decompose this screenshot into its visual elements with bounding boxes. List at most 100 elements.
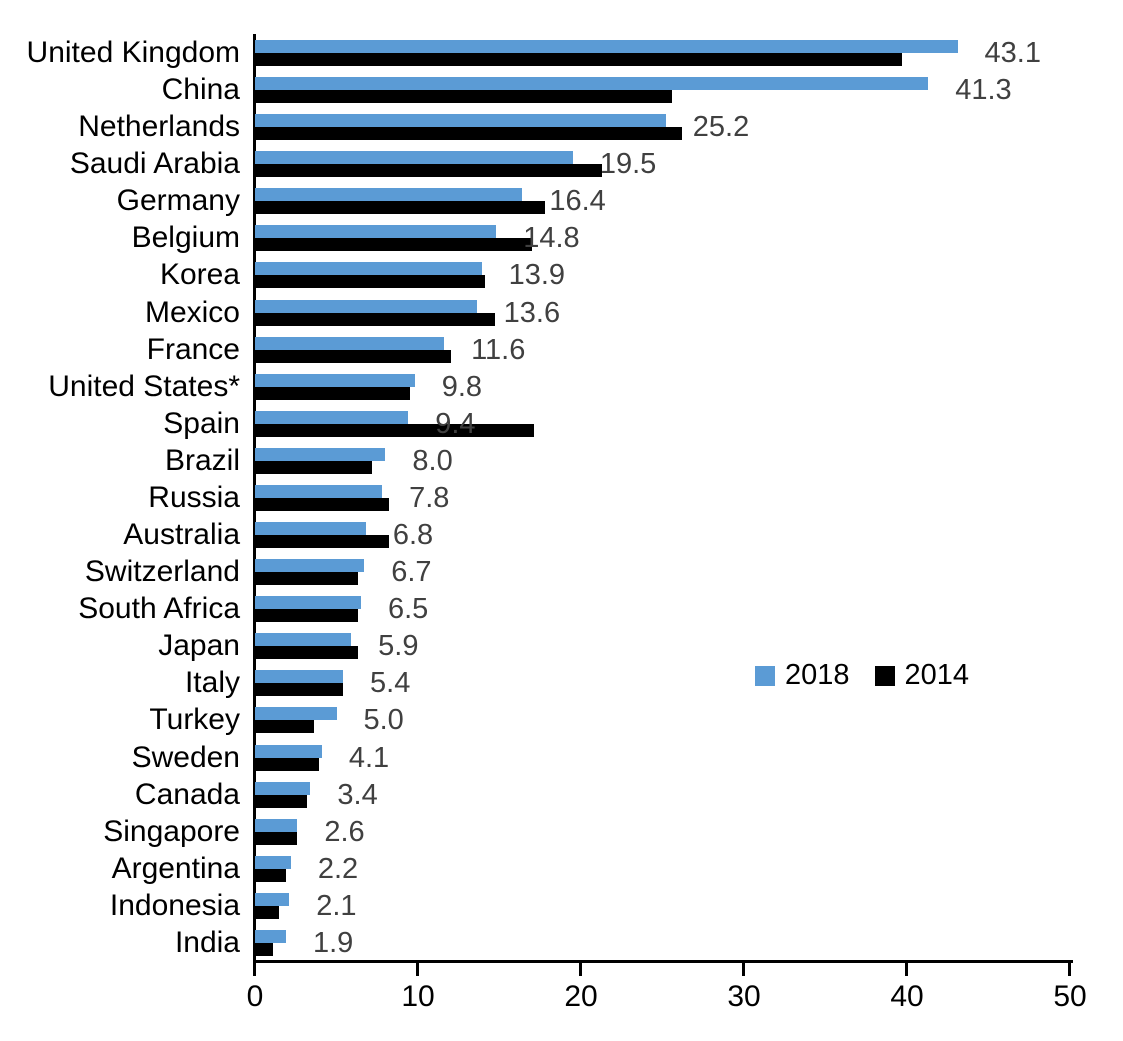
bar-2018 [255, 262, 482, 276]
x-tick-label: 10 [401, 980, 435, 1013]
bar-row: 5.0 [255, 702, 1070, 739]
x-tick [742, 963, 745, 976]
category-label: Sweden [131, 740, 240, 774]
bar-row: 13.9 [255, 257, 1070, 294]
category-label: Switzerland [84, 555, 240, 589]
category-label: Belgium [131, 221, 240, 255]
bar-row: 8.0 [255, 443, 1070, 480]
bar-2014 [255, 831, 298, 845]
bar-2014 [255, 386, 410, 400]
bar-2014 [255, 905, 280, 919]
bar-row: 2.1 [255, 888, 1070, 925]
bar-2018 [255, 225, 497, 239]
value-label: 2.1 [316, 889, 357, 922]
value-label: 5.9 [378, 630, 419, 663]
x-tick [1068, 963, 1071, 976]
category-label: France [146, 332, 240, 366]
value-label: 11.6 [471, 333, 526, 366]
bar-2014 [255, 238, 533, 252]
value-label: 6.5 [387, 593, 429, 626]
category-label: Saudi Arabia [69, 147, 240, 181]
value-label: 16.4 [549, 185, 606, 218]
category-label: South Africa [78, 592, 240, 626]
bar-2018 [255, 447, 386, 461]
bar-2018 [255, 892, 290, 906]
value-label: 2.6 [324, 815, 365, 848]
bar-2014 [255, 460, 373, 474]
bar-row: 43.1 [255, 35, 1070, 72]
value-label: 5.0 [363, 704, 404, 737]
bar-row: 9.4 [255, 406, 1070, 443]
plot-area: 43.1 41.3 25.2 19.5 16.4 14.8 13.9 13.6 11.6 9.8 9… [255, 35, 1070, 962]
bar-2018 [255, 373, 415, 387]
bar-2014 [255, 275, 485, 289]
bar-2014 [255, 646, 358, 660]
bar-2014 [255, 942, 273, 956]
legend: 2018 2014 [755, 659, 969, 692]
x-tick [905, 963, 908, 976]
bar-row: 6.8 [255, 517, 1070, 554]
value-label: 1.9 [312, 926, 354, 959]
bar-2018 [255, 40, 958, 53]
bar-row: 25.2 [255, 109, 1070, 146]
bar-2018 [255, 151, 573, 165]
legend-swatch-2018 [755, 665, 775, 686]
x-tick [416, 963, 419, 976]
bar-2014 [255, 868, 286, 882]
bar-row: 19.5 [255, 146, 1070, 183]
value-label: 43.1 [984, 37, 1041, 69]
bar-2018 [255, 410, 409, 424]
value-label: 13.6 [503, 296, 561, 329]
category-label: Mexico [144, 295, 240, 329]
category-label: Italy [184, 666, 240, 700]
bar-row: 14.8 [255, 220, 1070, 257]
bar-2018 [255, 670, 344, 684]
category-label: Brazil [164, 443, 240, 477]
bar-row: 9.8 [255, 369, 1070, 406]
category-label: Turkey [149, 703, 240, 737]
bar-2014 [255, 349, 451, 363]
category-label: Argentina [111, 851, 240, 885]
legend-swatch-2014 [874, 665, 895, 686]
bar-row: 7.8 [255, 480, 1070, 517]
x-tick-label: 40 [890, 980, 924, 1013]
bar-2014 [255, 90, 673, 104]
bar-2018 [255, 818, 298, 832]
value-label: 8.0 [412, 444, 453, 477]
bar-2014 [255, 127, 683, 141]
value-label: 3.4 [337, 778, 378, 811]
value-label: 4.1 [348, 741, 390, 774]
category-label: United Kingdom [26, 36, 240, 69]
bar-2014 [255, 201, 546, 215]
bar-row: 2.6 [255, 814, 1070, 851]
bar-2014 [255, 423, 534, 437]
category-label: Australia [123, 518, 240, 552]
value-label: 7.8 [409, 481, 450, 514]
bar-row: 1.9 [255, 925, 1070, 962]
bar-2018 [255, 781, 311, 795]
x-tick-label: 0 [246, 980, 264, 1013]
x-tick [579, 963, 582, 976]
bar-2014 [255, 757, 319, 771]
bar-row: 3.4 [255, 777, 1070, 814]
value-label: 6.7 [391, 556, 432, 589]
bar-row: 4.1 [255, 740, 1070, 777]
x-tick-label: 30 [727, 980, 761, 1013]
x-tick-label: 50 [1053, 980, 1087, 1013]
category-label: Russia [148, 480, 240, 514]
bar-2018 [255, 522, 366, 536]
value-label: 25.2 [692, 111, 750, 144]
bar-2018 [255, 336, 445, 350]
bar-2018 [255, 633, 352, 647]
legend-label-2018: 2018 [785, 659, 850, 691]
bar-row: 13.6 [255, 295, 1070, 332]
category-label: Korea [159, 258, 240, 292]
bar-row: 16.4 [255, 183, 1070, 220]
y-axis-line [253, 34, 256, 963]
bar-2018 [255, 188, 523, 202]
category-label: United States* [48, 369, 240, 403]
category-label: Indonesia [109, 888, 240, 922]
bar-2014 [255, 683, 344, 697]
category-label: Germany [116, 184, 240, 218]
value-label: 13.9 [508, 259, 566, 292]
